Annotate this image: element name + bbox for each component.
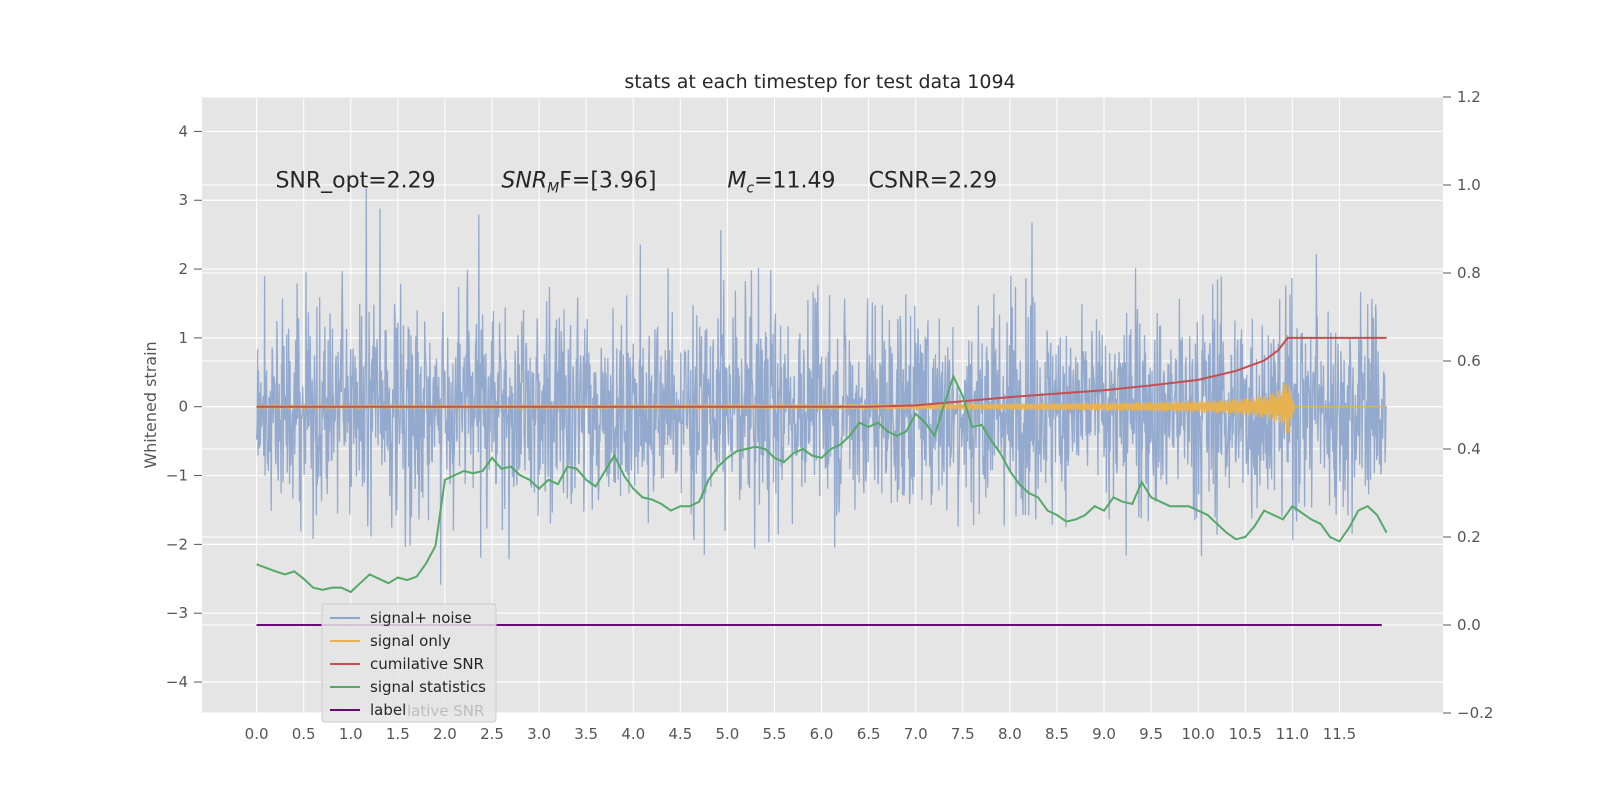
y-tick-label: 3 — [178, 191, 188, 209]
x-tick-label: 1.0 — [339, 725, 363, 743]
y-tick-label: 0 — [178, 398, 188, 416]
y2-tick-label: 0.0 — [1457, 616, 1481, 634]
legend-box — [321, 603, 497, 723]
annotation: CSNR=2.29 — [869, 169, 998, 194]
legend-label: signal only — [370, 632, 451, 650]
legend-label: cumilative SNR — [370, 655, 484, 673]
annotation-subscript: c — [746, 181, 754, 197]
x-tick-label: 2.5 — [480, 725, 504, 743]
x-tick-label: 2.0 — [433, 725, 457, 743]
y2-tick-label: 1.2 — [1457, 88, 1481, 106]
x-tick-label: 9.5 — [1139, 725, 1163, 743]
x-tick-label: 8.5 — [1045, 725, 1069, 743]
y2-tick-label: 0.2 — [1457, 528, 1481, 546]
annotation-subscript: M — [547, 181, 559, 197]
x-tick-label: 5.5 — [763, 725, 787, 743]
y2-axis-ticks: 1.2 1.0 0.8 0.6 0.4 0.2 0.0 −0.2 — [1443, 88, 1493, 722]
annotation-text: F=[3.96] — [559, 169, 656, 194]
legend-overlap-text: lative SNR — [407, 702, 484, 720]
annotation-symbol: SNR — [501, 169, 547, 194]
x-tick-label: 5.0 — [715, 725, 739, 743]
signal-noise-series — [255, 188, 1388, 585]
y2-tick-label: 0.6 — [1457, 352, 1481, 370]
annotation-text: SNR_opt=2.29 — [275, 169, 435, 194]
x-tick-label: 3.5 — [574, 725, 598, 743]
x-tick-label: 11.5 — [1323, 725, 1356, 743]
x-tick-label: 11.0 — [1276, 725, 1309, 743]
legend-label: signal+ noise — [370, 609, 472, 627]
y-tick-label: 4 — [178, 122, 188, 140]
y2-tick-label: 0.8 — [1457, 264, 1481, 282]
x-tick-label: 4.0 — [621, 725, 645, 743]
x-tick-label: 1.5 — [386, 725, 410, 743]
x-tick-label: 10.0 — [1181, 725, 1214, 743]
y-tick-label: −4 — [166, 673, 188, 691]
legend: lative SNR signal+ noise signal only cumila… — [321, 603, 497, 723]
x-tick-label: 0.0 — [245, 725, 269, 743]
y-tick-label: −3 — [166, 604, 188, 622]
annotation: Mc=11.49 — [727, 169, 835, 197]
x-tick-label: 3.0 — [527, 725, 551, 743]
x-tick-label: 7.5 — [951, 725, 975, 743]
annotation-text: CSNR=2.29 — [869, 169, 998, 194]
annotation: SNRMF=[3.96] — [501, 169, 656, 197]
chart-title: stats at each timestep for test data 109… — [624, 71, 1015, 93]
y2-tick-label: 1.0 — [1457, 176, 1481, 194]
y-tick-label: −1 — [166, 467, 188, 485]
y2-tick-label: 0.4 — [1457, 440, 1481, 458]
y-axis-label: Whitened strain — [141, 341, 160, 468]
stat-line — [256, 373, 1388, 594]
signal-noise-line — [255, 188, 1388, 585]
x-tick-label: 4.5 — [668, 725, 692, 743]
x-tick-label: 6.0 — [810, 725, 834, 743]
legend-label: signal statistics — [370, 678, 486, 696]
annotation-symbol: M — [727, 169, 746, 194]
legend-label: label — [370, 701, 406, 719]
y-tick-label: 1 — [178, 329, 188, 347]
y2-tick-label: −0.2 — [1457, 704, 1493, 722]
annotations: SNR_opt=2.29 SNRMF=[3.96] Mc=11.49 CSNR=2.2… — [275, 169, 997, 197]
annotation-text: =11.49 — [754, 169, 835, 194]
y-tick-label: 2 — [178, 260, 188, 278]
x-tick-label: 0.5 — [292, 725, 316, 743]
x-tick-label: 8.0 — [998, 725, 1022, 743]
y-tick-label: −2 — [166, 535, 188, 553]
x-tick-label: 6.5 — [857, 725, 881, 743]
x-tick-label: 7.0 — [904, 725, 928, 743]
cum-snr-line — [256, 336, 1387, 408]
y-axis-ticks: 4 3 2 1 0 −1 −2 −3 −4 — [166, 122, 202, 691]
x-axis-ticks: 0.0 0.5 1.0 1.5 2.0 2.5 3.0 3.5 4.0 4.5 5.0 5.5 6.0 6… — [245, 725, 1356, 743]
annotation: SNR_opt=2.29 — [275, 169, 435, 194]
x-tick-label: 9.0 — [1092, 725, 1116, 743]
x-tick-label: 10.5 — [1229, 725, 1262, 743]
